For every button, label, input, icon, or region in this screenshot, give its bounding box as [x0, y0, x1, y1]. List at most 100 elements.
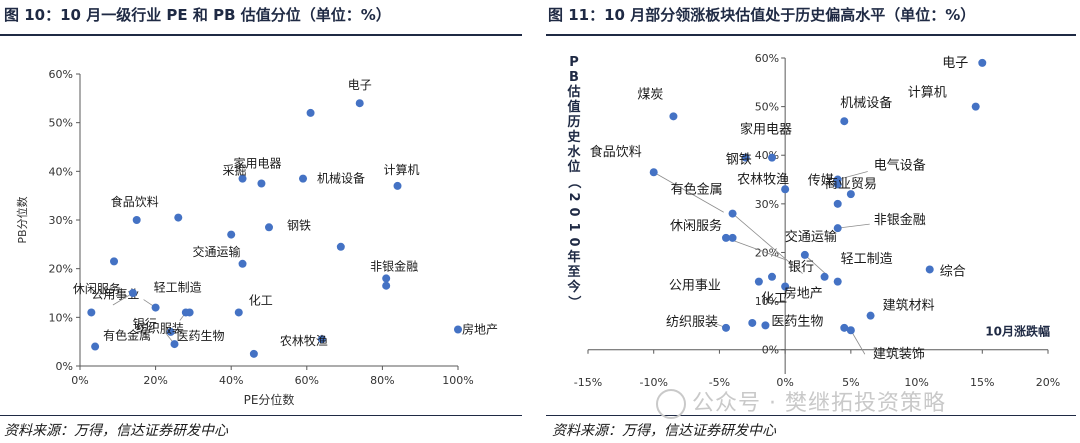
- y-axis-label-char: 估: [566, 84, 580, 100]
- point-label: 机械设备: [840, 95, 892, 111]
- point-label: 电子: [348, 78, 372, 92]
- y-axis-label: PB分位数: [15, 196, 29, 243]
- left-panel: 图 10：10 月一级行业 PE 和 PB 估值分位（单位：%） 0% 20% 40…: [0, 0, 530, 443]
- left-footer-rule: [0, 415, 522, 416]
- point-label: 电子: [942, 56, 968, 71]
- x-axis-label: 10月涨跌幅: [985, 324, 1050, 339]
- right-footer-rule: [546, 415, 1076, 416]
- point-label: 商业贸易: [825, 177, 877, 192]
- point-label: 非银金融: [874, 212, 926, 228]
- data-point: [227, 230, 236, 239]
- left-title-rule: [0, 34, 522, 36]
- y-axis-label-char: ）: [566, 295, 582, 308]
- y-tick-label: 50%: [755, 101, 779, 114]
- leader-line: [804, 254, 828, 276]
- data-point: [454, 325, 462, 334]
- data-point: [820, 272, 829, 281]
- y-axis-label-char: （: [566, 175, 582, 188]
- y-tick-label: 0%: [762, 344, 779, 357]
- watermark: 公众号 · 樊继拓投资策略: [656, 385, 946, 419]
- point-label: 传媒: [808, 173, 834, 188]
- data-point: [833, 277, 842, 286]
- point-label: 建筑材料: [883, 298, 935, 314]
- left-source-note: 资料来源：万得，信达证券研发中心: [4, 423, 228, 439]
- point-label: 交通运输: [193, 244, 241, 259]
- right-panel: 图 11：10 月部分领涨板块估值处于历史偏高水平（单位：%） -15% -10%…: [540, 0, 1080, 443]
- data-point: [971, 102, 980, 111]
- data-point: [238, 259, 247, 268]
- data-point: [91, 342, 100, 351]
- data-point: [669, 112, 678, 121]
- y-axis-label-char: 值: [567, 99, 580, 115]
- y-axis-label-char: 至: [567, 265, 580, 280]
- data-point: [722, 323, 730, 332]
- data-point: [355, 99, 364, 108]
- data-point: [761, 321, 770, 330]
- point-label: 化工: [249, 293, 273, 307]
- data-point: [306, 108, 315, 117]
- point-label: 纺织服装: [666, 315, 718, 330]
- data-point: [722, 233, 730, 242]
- point-label: 食品饮料: [590, 144, 642, 160]
- point-label: 钢铁: [287, 218, 311, 232]
- leader-line: [837, 223, 870, 229]
- point-label: 化工: [761, 291, 787, 306]
- point-label: 钢铁: [726, 153, 752, 168]
- data-point: [257, 179, 266, 188]
- point-label: 纺织服装: [136, 321, 184, 335]
- data-point: [649, 168, 658, 177]
- y-tick-label: 10%: [755, 295, 779, 308]
- x-tick-label: -15%: [574, 376, 602, 389]
- point-label: 非银金融: [370, 258, 418, 273]
- x-tick-label: -10%: [640, 376, 668, 389]
- y-tick-label: 30%: [49, 214, 73, 227]
- y-axis-label-char: 水: [567, 144, 581, 160]
- point-label: 公用事业: [91, 287, 139, 301]
- point-label: 医药生物: [771, 314, 823, 329]
- point-label: 轻工制造: [154, 281, 202, 295]
- y-axis-label-char: 1: [566, 222, 581, 231]
- x-tick-label: 100%: [442, 374, 473, 387]
- y-tick-label: 50%: [49, 117, 73, 130]
- data-point: [728, 209, 737, 218]
- data-point: [781, 185, 790, 194]
- data-point: [833, 199, 842, 208]
- leader-line: [732, 213, 803, 274]
- data-point: [768, 153, 776, 162]
- x-tick-label: -5%: [709, 376, 730, 389]
- y-axis-label-char: 史: [567, 129, 581, 145]
- y-tick-label: 20%: [49, 263, 73, 276]
- point-label: 有色金属: [103, 328, 151, 343]
- y-axis-label-char: 0: [566, 237, 581, 246]
- watermark-text: 公众号 · 樊继拓投资策略: [692, 391, 946, 416]
- point-label: 休闲服务: [73, 281, 121, 296]
- y-axis-label-char: 今: [566, 279, 581, 295]
- x-tick-label: 0%: [776, 376, 793, 389]
- point-label: 房地产: [784, 286, 823, 302]
- point-label: 银行: [133, 317, 157, 331]
- x-tick-label: 40%: [219, 374, 243, 387]
- data-point: [299, 174, 308, 183]
- x-tick-label: 10%: [904, 376, 928, 389]
- data-point: [336, 242, 345, 251]
- point-label: 农林牧渔: [737, 172, 789, 187]
- point-label: 电气设备: [874, 158, 926, 174]
- x-axis-label: PE分位数: [244, 392, 295, 406]
- x-tick-label: 0%: [71, 374, 88, 387]
- data-point: [741, 153, 750, 162]
- point-label: 轻工制造: [841, 252, 893, 267]
- y-axis-label-char: 2: [566, 192, 581, 201]
- point-label: 家用电器: [740, 122, 792, 138]
- y-axis-label-char: P: [569, 55, 579, 70]
- point-label: 煤炭: [637, 87, 663, 102]
- y-axis-label-char: 年: [567, 249, 580, 265]
- point-label: 有色金属: [671, 182, 723, 198]
- y-axis-label-char: B: [569, 70, 579, 85]
- left-scatter-chart: 0% 20% 40% 60% 80% 100%0%10%20%30%40%50%60%PE…: [15, 68, 498, 406]
- data-point: [151, 303, 160, 312]
- right-chart-title: 图 11：10 月部分领涨板块估值处于历史偏高水平（单位：%）: [548, 6, 976, 24]
- data-point: [110, 257, 119, 266]
- y-axis-label-char: 0: [566, 207, 581, 216]
- right-source-note: 资料来源：万得，信达证券研发中心: [552, 423, 776, 439]
- data-point: [978, 58, 987, 67]
